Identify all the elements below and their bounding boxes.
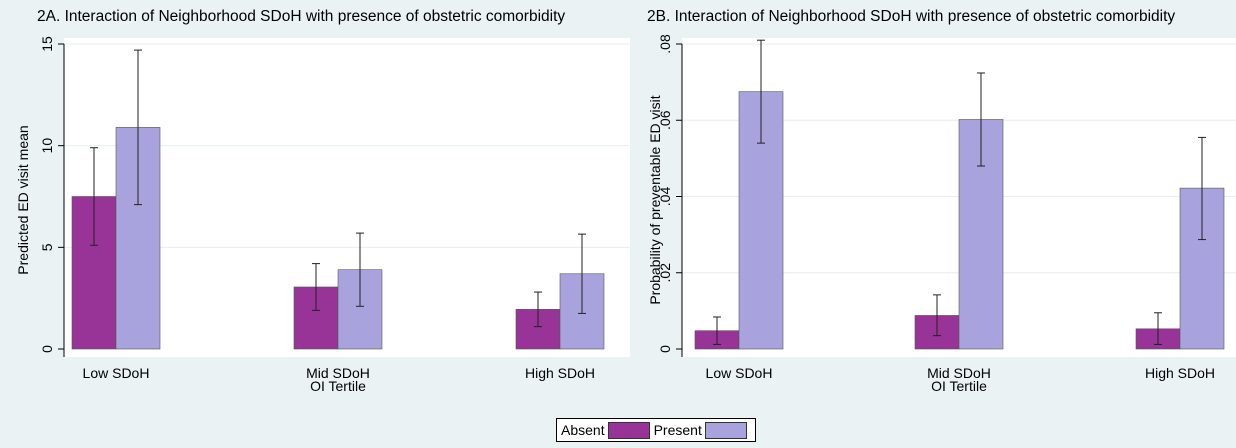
- y-tick-label: .06: [657, 110, 673, 130]
- x-tick-label: High SDoH: [1145, 365, 1215, 381]
- y-tick-label: 0: [39, 345, 55, 353]
- y-tick-label: 0: [657, 345, 673, 353]
- legend-swatch-present: [704, 421, 747, 439]
- x-axis-label: OI Tertile: [310, 378, 366, 394]
- x-axis-label: OI Tertile: [931, 378, 987, 394]
- legend-label-absent: Absent: [561, 422, 605, 438]
- y-tick-label: .02: [657, 263, 673, 283]
- x-tick-label: Low SDoH: [83, 365, 150, 381]
- x-tick-label: High SDoH: [525, 365, 595, 381]
- y-axis-label: Predicted ED visit mean: [15, 125, 31, 274]
- y-tick-label: 5: [39, 243, 55, 251]
- legend-label-present: Present: [653, 422, 702, 438]
- y-tick-label: 10: [39, 138, 55, 154]
- y-tick-label: .04: [657, 187, 673, 207]
- x-tick-label: Mid SDoH: [927, 365, 991, 381]
- x-tick-label: Low SDoH: [706, 365, 773, 381]
- y-tick-label: .08: [657, 34, 673, 54]
- legend-swatch-absent: [607, 421, 650, 439]
- legend: Absent Present: [556, 418, 756, 442]
- x-tick-label: Mid SDoH: [306, 365, 370, 381]
- y-tick-label: 15: [39, 36, 55, 52]
- chart-b-title: 2B. Interaction of Neighborhood SDoH wit…: [647, 8, 1176, 25]
- y-axis-label: Probability of preventable ED visit: [647, 95, 663, 304]
- chart-a-title: 2A. Interaction of Neighborhood SDoH wit…: [37, 8, 566, 25]
